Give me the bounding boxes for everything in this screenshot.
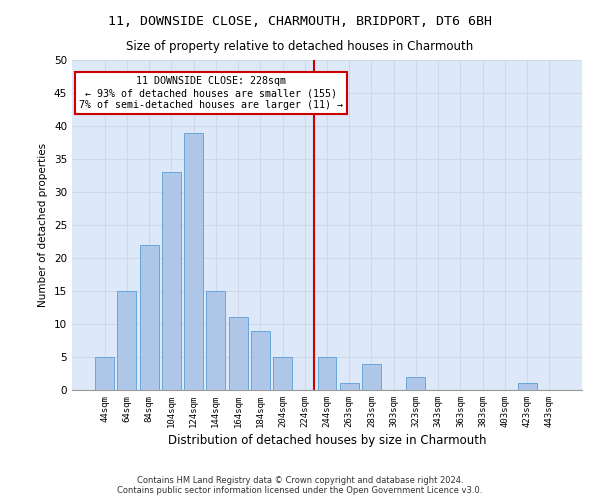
Bar <box>229 318 248 390</box>
Bar <box>518 384 536 390</box>
Y-axis label: Number of detached properties: Number of detached properties <box>38 143 49 307</box>
X-axis label: Distribution of detached houses by size in Charmouth: Distribution of detached houses by size … <box>168 434 486 447</box>
Bar <box>362 364 381 390</box>
Text: Size of property relative to detached houses in Charmouth: Size of property relative to detached ho… <box>127 40 473 53</box>
Text: Contains HM Land Registry data © Crown copyright and database right 2024.
Contai: Contains HM Land Registry data © Crown c… <box>118 476 482 495</box>
Text: 11, DOWNSIDE CLOSE, CHARMOUTH, BRIDPORT, DT6 6BH: 11, DOWNSIDE CLOSE, CHARMOUTH, BRIDPORT,… <box>108 15 492 28</box>
Bar <box>251 330 270 390</box>
Bar <box>317 357 337 390</box>
Bar <box>206 291 225 390</box>
Bar <box>273 357 292 390</box>
Bar <box>140 245 158 390</box>
Bar <box>406 377 425 390</box>
Text: 11 DOWNSIDE CLOSE: 228sqm
← 93% of detached houses are smaller (155)
7% of semi-: 11 DOWNSIDE CLOSE: 228sqm ← 93% of detac… <box>79 76 343 110</box>
Bar <box>162 172 181 390</box>
Bar <box>340 384 359 390</box>
Bar <box>95 357 114 390</box>
Bar <box>118 291 136 390</box>
Bar <box>184 132 203 390</box>
